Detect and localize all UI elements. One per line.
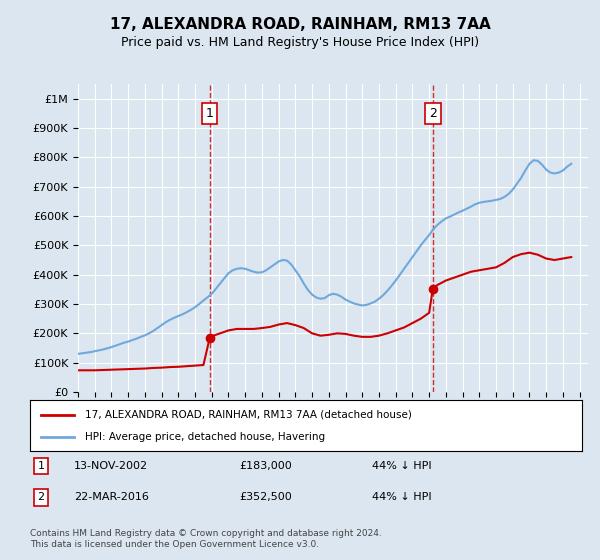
Text: 17, ALEXANDRA ROAD, RAINHAM, RM13 7AA: 17, ALEXANDRA ROAD, RAINHAM, RM13 7AA	[110, 17, 490, 32]
Text: 1: 1	[206, 107, 214, 120]
Text: 2: 2	[37, 492, 44, 502]
Text: 13-NOV-2002: 13-NOV-2002	[74, 461, 148, 471]
Text: Contains HM Land Registry data © Crown copyright and database right 2024.
This d: Contains HM Land Registry data © Crown c…	[30, 529, 382, 549]
Text: 44% ↓ HPI: 44% ↓ HPI	[372, 492, 432, 502]
Text: 22-MAR-2016: 22-MAR-2016	[74, 492, 149, 502]
Text: HPI: Average price, detached house, Havering: HPI: Average price, detached house, Have…	[85, 432, 325, 442]
Text: £183,000: £183,000	[240, 461, 293, 471]
Text: £352,500: £352,500	[240, 492, 293, 502]
Text: 2: 2	[429, 107, 437, 120]
Text: 1: 1	[38, 461, 44, 471]
Text: 17, ALEXANDRA ROAD, RAINHAM, RM13 7AA (detached house): 17, ALEXANDRA ROAD, RAINHAM, RM13 7AA (d…	[85, 409, 412, 419]
Text: 44% ↓ HPI: 44% ↓ HPI	[372, 461, 432, 471]
Text: Price paid vs. HM Land Registry's House Price Index (HPI): Price paid vs. HM Land Registry's House …	[121, 36, 479, 49]
